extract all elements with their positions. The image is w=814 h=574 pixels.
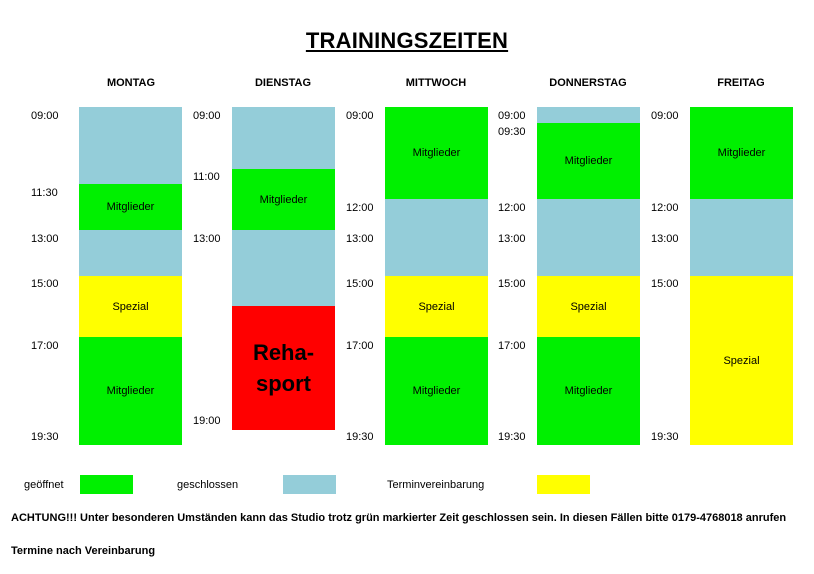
block-label: Mitglieder	[259, 193, 308, 206]
time-label: 17:00	[498, 340, 526, 352]
time-label: 19:30	[346, 431, 374, 443]
time-label: 12:00	[346, 202, 374, 214]
block-label: Mitglieder	[564, 385, 613, 397]
time-label: 13:00	[651, 233, 679, 245]
closed-block	[385, 199, 488, 276]
reha-line-2: sport	[256, 371, 311, 396]
block-label: Spezial	[570, 300, 607, 313]
day-header-mittwoch: MITTWOCH	[405, 77, 467, 89]
block-label: Mitglieder	[412, 385, 461, 397]
block-label: Mitglieder	[717, 147, 766, 159]
time-label: 13:00	[498, 233, 526, 245]
legend-label-closed: geschlossen	[177, 479, 239, 491]
day-header-montag: MONTAG	[106, 77, 156, 89]
legend-label-open: geöffnet	[24, 479, 64, 491]
members-block: Mitglieder	[537, 123, 640, 199]
time-label: 13:00	[193, 233, 221, 245]
closed-block	[537, 199, 640, 276]
time-label: 11:30	[31, 187, 58, 199]
special-block: Spezial	[537, 276, 640, 337]
reha-sport-block: Reha- sport	[232, 306, 335, 430]
day-header-donnerstag: DONNERSTAG	[549, 77, 627, 89]
members-block: Mitglieder	[385, 107, 488, 199]
special-block: Spezial	[79, 276, 182, 337]
time-label: 09:00	[651, 110, 679, 122]
time-label: 09:00	[346, 110, 374, 122]
appointment-note: Termine nach Vereinbarung	[11, 545, 156, 557]
time-label: 19:00	[193, 415, 221, 427]
closed-block	[690, 199, 793, 276]
block-label: Mitglieder	[564, 155, 613, 167]
time-label: 12:00	[651, 202, 679, 214]
time-label: 15:00	[31, 278, 59, 290]
members-block: Mitglieder	[232, 169, 335, 230]
day-header-freitag: FREITAG	[717, 77, 765, 89]
time-label: 15:00	[498, 278, 526, 290]
members-block: Mitglieder	[690, 107, 793, 199]
time-label: 19:30	[651, 431, 679, 443]
time-label: 15:00	[651, 278, 679, 290]
block-label: Mitglieder	[106, 201, 155, 213]
time-label: 09:00	[498, 110, 526, 122]
closed-block	[79, 230, 182, 276]
block-label: Mitglieder	[106, 385, 155, 397]
time-label: 19:30	[498, 431, 526, 443]
block-label: Spezial	[723, 354, 760, 367]
time-label: 09:00	[31, 110, 59, 122]
legend-swatch-closed	[283, 475, 336, 494]
time-label: 19:30	[31, 431, 59, 443]
members-block: Mitglieder	[79, 337, 182, 445]
time-label: 11:00	[193, 171, 220, 183]
members-block: Mitglieder	[385, 337, 488, 445]
day-header-dienstag: DIENSTAG	[254, 77, 312, 89]
warning-note: ACHTUNG!!! Unter besonderen Umständen ka…	[11, 512, 787, 524]
page-title: TRAININGSZEITEN	[305, 28, 509, 53]
legend-swatch-open	[80, 475, 133, 494]
time-label: 12:00	[498, 202, 526, 214]
block-label: Mitglieder	[412, 147, 461, 159]
time-label: 09:00	[193, 110, 221, 122]
block-label: Spezial	[418, 300, 455, 313]
time-label: 15:00	[346, 278, 374, 290]
block-label: Spezial	[112, 300, 149, 313]
closed-block	[537, 107, 640, 123]
special-block: Spezial	[690, 276, 793, 445]
legend-label-appointment: Terminvereinbarung	[387, 479, 485, 491]
closed-block	[232, 230, 335, 306]
members-block: Mitglieder	[537, 337, 640, 445]
time-label: 17:00	[346, 340, 374, 352]
special-block: Spezial	[385, 276, 488, 337]
time-label: 09:30	[498, 126, 526, 138]
legend-swatch-appointment	[537, 475, 590, 494]
closed-block	[79, 107, 182, 184]
time-label: 17:00	[31, 340, 59, 352]
members-block: Mitglieder	[79, 184, 182, 230]
reha-line-1: Reha-	[252, 340, 315, 365]
time-label: 13:00	[346, 233, 374, 245]
reha-sport-label: Reha- sport	[253, 337, 314, 399]
closed-block	[232, 107, 335, 169]
time-label: 13:00	[31, 233, 59, 245]
